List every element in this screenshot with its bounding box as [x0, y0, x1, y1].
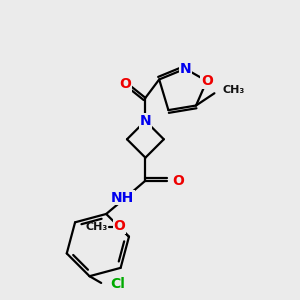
Text: CH₃: CH₃	[223, 85, 245, 94]
Text: O: O	[119, 77, 131, 91]
Text: NH: NH	[111, 190, 134, 205]
Text: Cl: Cl	[110, 278, 124, 292]
Text: CH₃: CH₃	[85, 222, 107, 232]
Text: O: O	[172, 174, 184, 188]
Text: O: O	[201, 74, 213, 88]
Text: N: N	[140, 114, 151, 128]
Text: O: O	[113, 219, 125, 233]
Text: N: N	[179, 62, 191, 76]
